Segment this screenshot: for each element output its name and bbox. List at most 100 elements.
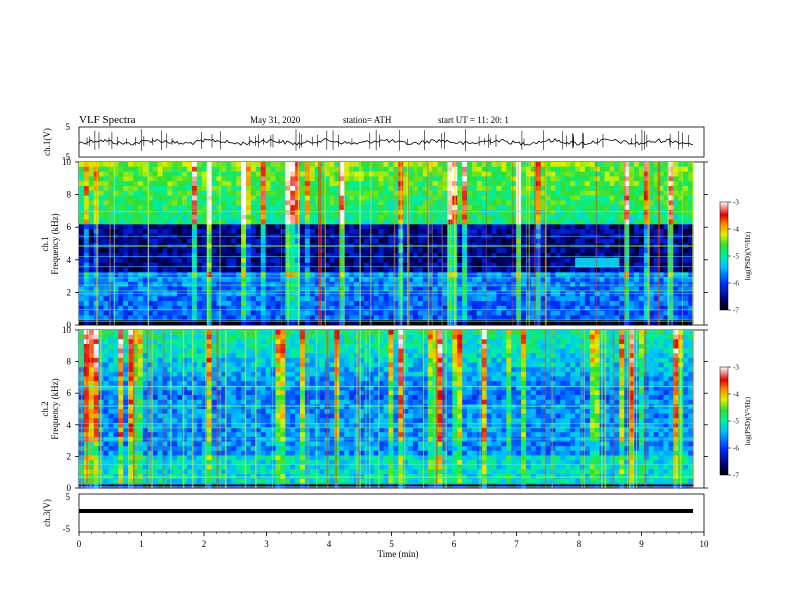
spectrogram-band <box>79 245 693 246</box>
spectrogram-cell <box>255 209 262 216</box>
spectrogram-cell <box>152 190 158 196</box>
spectrogram-cell <box>334 200 340 206</box>
spectrogram-cell <box>570 257 576 264</box>
spectrogram-cell <box>98 214 104 220</box>
spectrogram-cell <box>290 257 296 264</box>
spectrogram-cell <box>629 171 635 177</box>
spectrogram-cell <box>560 243 566 249</box>
spectrogram-cell <box>624 330 630 336</box>
spectrogram-cell <box>349 209 355 216</box>
spectrogram-cell <box>368 253 375 259</box>
spectrogram-cell <box>221 181 227 187</box>
spectrogram-cell <box>167 272 173 278</box>
spectrogram-cell <box>270 301 276 307</box>
spectrogram-cell <box>643 229 650 235</box>
spectrogram-sferic <box>393 162 396 325</box>
spectrogram-cell <box>265 190 271 196</box>
spectrogram-cell <box>462 171 468 177</box>
spectrogram-cell <box>457 248 463 254</box>
spectrogram-cell <box>486 277 493 283</box>
spectrogram-cell <box>236 330 242 336</box>
spectrogram-cell <box>501 286 507 292</box>
spectrogram-cell <box>167 315 173 321</box>
spectrogram-cell <box>678 253 684 259</box>
spectrogram-cell <box>383 281 389 288</box>
spectrogram-cell <box>128 181 134 187</box>
spectrogram-cell <box>511 296 517 302</box>
spectrogram-cell <box>265 238 271 244</box>
spectrogram-cell <box>575 330 581 336</box>
spectrogram-cell <box>437 248 443 254</box>
spectrogram-cell <box>221 296 227 302</box>
spectrogram-cell <box>147 229 154 235</box>
spectrogram-cell <box>560 315 566 321</box>
spectrogram-cell <box>349 219 355 225</box>
spectrogram-cell <box>496 310 502 316</box>
spectrogram-cell <box>413 190 419 196</box>
spectrogram-cell <box>162 267 168 273</box>
spectrogram-cell <box>142 181 149 187</box>
spectrogram-cell <box>653 219 660 225</box>
spectrogram-cell <box>211 195 217 201</box>
spectrogram-cell <box>295 176 301 182</box>
spectrogram-cell <box>388 281 394 288</box>
spectrogram-cell <box>580 229 586 235</box>
spectrogram-cell <box>324 272 330 278</box>
spectrogram-cell <box>491 181 497 187</box>
spectrogram-cell <box>594 320 601 326</box>
spectrogram-cell <box>668 229 674 235</box>
spectrogram-cell <box>319 262 325 268</box>
spectrogram-cell <box>152 181 158 187</box>
spectrogram-cell <box>535 334 542 340</box>
spectrogram-cell <box>265 296 271 302</box>
spectrogram-cell <box>594 330 601 336</box>
spectrogram-cell <box>191 185 198 192</box>
spectrogram-cell <box>187 195 193 201</box>
spectrogram-cell <box>177 330 183 336</box>
spectrogram-cell <box>638 253 645 259</box>
spectrogram-cell <box>275 277 281 283</box>
spectrogram-cell <box>653 253 660 259</box>
spectrogram-cell <box>314 348 321 354</box>
spectrogram-cell <box>290 166 296 172</box>
spectrogram-cell <box>334 272 340 278</box>
spectrogram-cell <box>339 296 345 302</box>
spectrogram-cell <box>545 320 551 326</box>
spectrogram-cell <box>162 339 168 345</box>
spectrogram-cell <box>231 281 237 288</box>
spectrogram-cell <box>447 334 453 340</box>
spectrogram-cell <box>614 343 620 349</box>
spectrogram-cell <box>476 272 483 278</box>
spectrogram-cell <box>98 181 104 187</box>
spectrogram-cell <box>290 253 296 259</box>
spectrogram-cell <box>594 253 601 259</box>
spectrogram-cell <box>354 267 360 273</box>
spectrogram-cell <box>211 315 217 321</box>
spectrogram-cell <box>147 330 154 336</box>
spectrogram-cell <box>422 243 429 249</box>
spectrogram-cell <box>383 262 389 268</box>
spectrogram-cell <box>624 281 630 288</box>
spectrogram-cell <box>137 248 144 254</box>
spectrogram-cell <box>634 305 640 312</box>
spectrogram-cell <box>476 257 483 264</box>
spectrogram-cell <box>133 238 139 244</box>
spectrogram-cell <box>506 171 512 177</box>
spectrogram-cell <box>231 181 237 187</box>
spectrogram-cell <box>98 205 104 211</box>
spectrogram-cell <box>457 243 463 249</box>
spectrogram-cell <box>231 166 237 172</box>
spectrogram-cell <box>118 190 124 196</box>
spectrogram-cell <box>481 224 488 230</box>
spectrogram-cell <box>521 330 527 336</box>
spectrogram-cell <box>231 272 237 278</box>
spectrogram-cell <box>589 301 596 307</box>
spectrogram-cell <box>314 257 321 264</box>
spectrogram-cell <box>290 219 296 225</box>
spectrogram-cell <box>486 195 493 201</box>
spectrogram-cell <box>226 315 232 321</box>
spectrogram-cell <box>329 296 335 302</box>
spectrogram-cell <box>275 195 281 201</box>
spectrogram-cell <box>638 200 645 206</box>
